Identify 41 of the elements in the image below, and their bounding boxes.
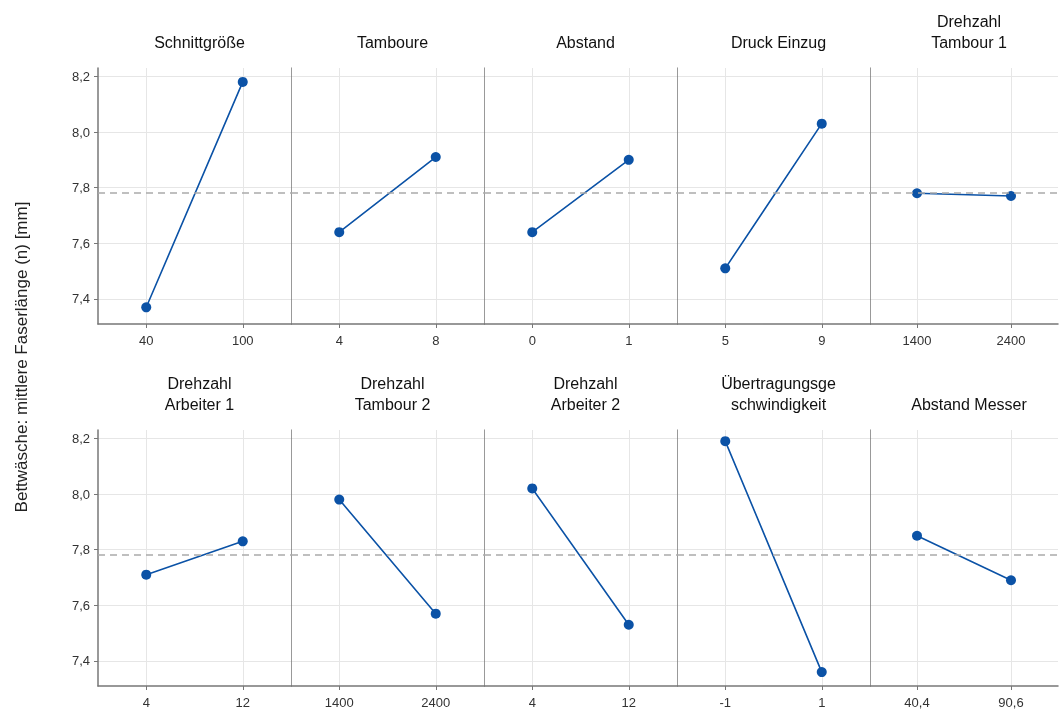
- y-tick-label: 8,2: [71, 430, 90, 446]
- chart-title: Drehzahl Arbeiter 1: [164, 375, 235, 413]
- chart-title: Drehzahl Tambour 2: [354, 375, 431, 413]
- x-tick-label: 4: [335, 333, 343, 348]
- x-tick-label: 0: [528, 333, 536, 348]
- y-tick-label: 7,8: [71, 542, 90, 558]
- chart-title: Übertragungsge schwindigkeit: [721, 375, 836, 413]
- chart-title: Schnittgröße: [154, 34, 245, 51]
- chart-title: Drehzahl Arbeiter 2: [550, 375, 621, 413]
- x-tick-label: 1400: [324, 695, 354, 710]
- x-tick-label: 4: [142, 695, 150, 710]
- y-tick-label: 7,6: [71, 235, 90, 251]
- chart-title: Tamboure: [356, 34, 429, 51]
- y-tick-label: 7,6: [71, 597, 90, 613]
- x-tick-label: 5: [721, 333, 729, 348]
- x-tick-label: 2400: [996, 333, 1026, 348]
- chart-title: Abstand: [556, 34, 615, 51]
- x-tick-label: 2400: [421, 695, 451, 710]
- chart-title: Abstand Messer: [911, 396, 1028, 413]
- y-tick-label: 7,4: [71, 653, 90, 669]
- x-tick-label: 1400: [902, 333, 932, 348]
- x-tick-label: 4: [528, 695, 536, 710]
- y-tick-label: 7,8: [71, 180, 90, 196]
- x-tick-label: 1: [625, 333, 633, 348]
- y-axis-title: Bettwäsche: mittlere Faserlänge (n) [mm]: [12, 201, 32, 513]
- x-tick-label: 40,4: [904, 695, 930, 710]
- x-tick-label: 12: [235, 695, 250, 710]
- x-tick-label: -1: [719, 695, 732, 710]
- chart-title: Drehzahl Tambour 1: [931, 13, 1007, 51]
- y-tick-label: 8,0: [71, 124, 90, 140]
- x-tick-label: 9: [818, 333, 826, 348]
- chart-title: Druck Einzug: [730, 34, 827, 51]
- x-tick-label: 90,6: [998, 695, 1024, 710]
- x-tick-label: 12: [621, 695, 636, 710]
- y-tick-label: 8,0: [71, 486, 90, 502]
- x-tick-label: 100: [231, 333, 254, 348]
- x-tick-label: 40: [139, 333, 154, 348]
- x-tick-label: 8: [432, 333, 440, 348]
- y-tick-label: 8,2: [71, 68, 90, 84]
- x-tick-label: 1: [818, 695, 826, 710]
- y-tick-label: 7,4: [71, 291, 90, 307]
